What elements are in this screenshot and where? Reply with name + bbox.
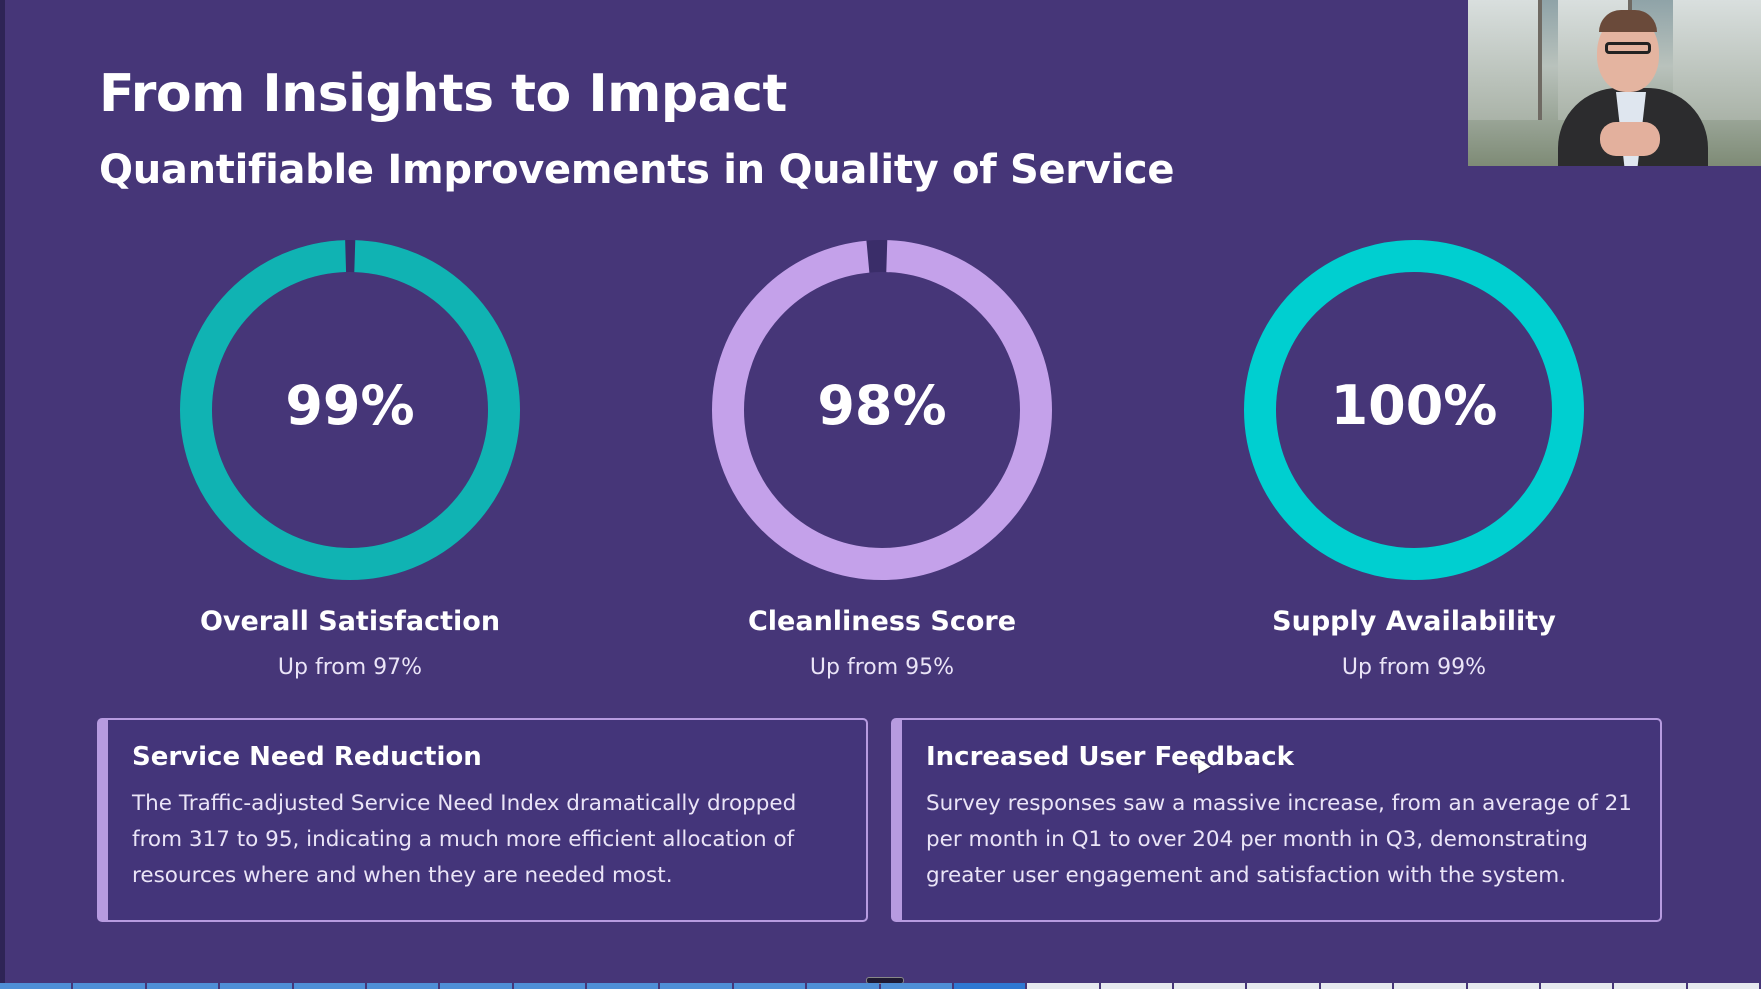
metric-change: Up from 97% [277,655,423,680]
progress-segment[interactable] [587,983,659,989]
gauge-arc [712,240,1052,580]
slide-subtitle: Quantifiable Improvements in Quality of … [99,147,1175,193]
progress-segment[interactable] [1027,983,1099,989]
card-title: Increased User Feedback [926,742,1294,772]
metric-label: Cleanliness Score [747,606,1017,637]
card-body: Survey responses saw a massive increase,… [926,791,1632,888]
progress-segment[interactable] [1100,983,1172,989]
progress-segment[interactable] [220,983,292,989]
progress-segment[interactable] [733,983,806,989]
card-body: The Traffic-adjusted Service Need Index … [132,791,797,888]
progress-segment[interactable] [1174,983,1246,989]
progress-segment[interactable] [1614,983,1686,989]
window-edge [0,0,5,989]
gauge-arc [180,240,520,580]
satisfaction-gauge [180,240,520,580]
slide-title: From Insights to Impact [99,64,787,124]
metric-change: Up from 95% [809,655,955,680]
metric-overall-satisfaction: 99% Overall Satisfaction Up from 97% [140,238,560,680]
progress-segment[interactable] [73,983,145,989]
background-window [1673,0,1761,120]
progress-segment[interactable] [293,983,365,989]
progress-segment[interactable] [1467,983,1539,989]
progress-segment[interactable] [146,983,219,989]
progress-segment[interactable] [807,983,879,989]
progress-segment[interactable] [440,983,512,989]
presenter-glasses [1605,42,1651,54]
background-window [1468,0,1542,120]
metric-change: Up from 99% [1341,655,1487,680]
slide-progress-bar[interactable] [0,983,1761,989]
cleanliness-gauge [712,240,1052,580]
progress-segment[interactable] [1320,983,1393,989]
progress-segment[interactable] [366,983,439,989]
progress-segment[interactable] [1687,983,1759,989]
metric-cleanliness-score: 98% Cleanliness Score Up from 95% [672,238,1092,680]
progress-segment[interactable] [1540,983,1613,989]
metric-label: Overall Satisfaction [199,606,501,637]
progress-segment[interactable] [513,983,585,989]
presenter-hands [1600,122,1660,156]
gauge-value: 98% [817,374,947,437]
gauge-arc [1244,240,1584,580]
card-increased-user-feedback: Increased User Feedback Survey responses… [891,718,1662,922]
progress-segment[interactable] [660,983,732,989]
progress-segment[interactable] [0,983,72,989]
supply-gauge [1244,240,1584,580]
metric-label: Supply Availability [1272,606,1556,637]
gauge-value: 100% [1330,374,1498,437]
progress-segment[interactable] [1394,983,1466,989]
metric-supply-availability: 100% Supply Availability Up from 99% [1204,238,1624,680]
progress-segment[interactable] [1247,983,1319,989]
card-title: Service Need Reduction [132,742,482,772]
presenter-hair [1599,10,1657,32]
presenter-video-feed[interactable] [1468,0,1761,166]
gauge-value: 99% [285,374,415,437]
progress-segment[interactable] [953,983,1026,989]
card-service-need-reduction: Service Need Reduction The Traffic-adjus… [97,718,868,922]
progress-segment[interactable] [880,983,952,989]
